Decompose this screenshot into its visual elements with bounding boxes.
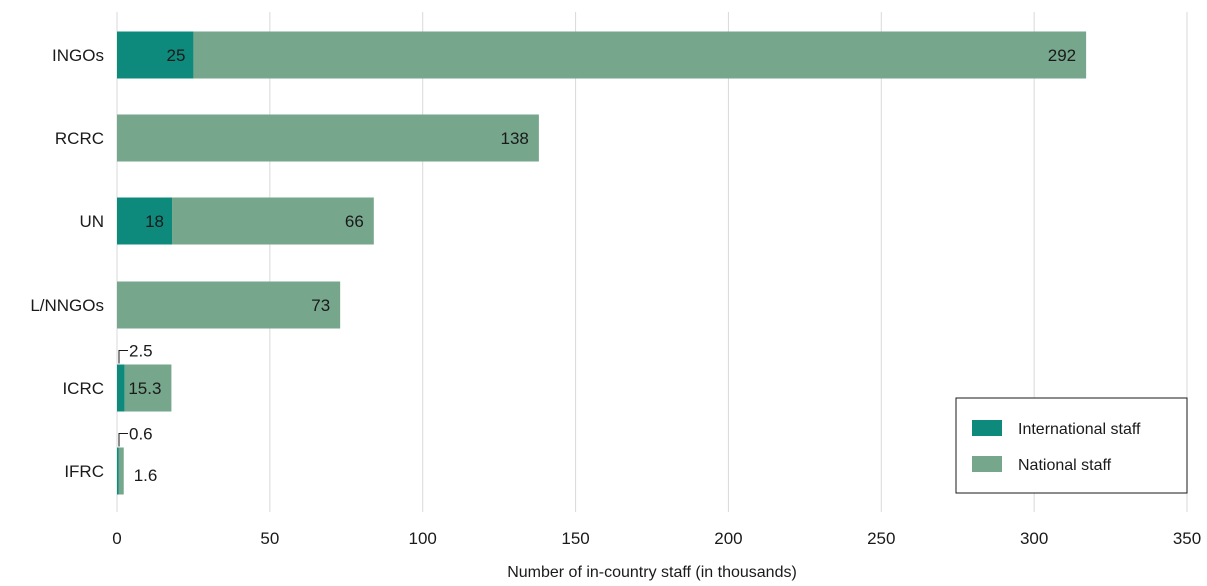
x-tick-label-300: 300 [1020,529,1048,548]
leader-international-ifrc [118,433,128,447]
x-tick-label-250: 250 [867,529,895,548]
data-label-international-un: 18 [145,212,164,231]
category-labels: INGOs RCRC UN L/NNGOs ICRC IFRC [30,46,104,481]
data-label-national-un: 66 [345,212,364,231]
gridlines [116,12,1188,512]
data-label-international-icrc: 2.5 [129,342,153,361]
legend-label-international-staff: International staff [1018,421,1141,438]
data-label-national-rcrc: 138 [501,129,529,148]
x-tick-label-200: 200 [714,529,742,548]
data-labels: 25 292 138 18 66 73 2.5 15.3 0.6 1.6 [118,46,1076,485]
category-label-l-nngos: L/NNGOs [30,296,104,315]
bar-international-icrc [117,364,125,412]
x-tick-label-0: 0 [112,529,121,548]
data-label-national-icrc: 15.3 [128,379,161,398]
legend-box [955,397,1188,494]
x-axis-ticks: 0 50 100 150 200 250 300 350 [112,529,1201,548]
bar-national-ingos [193,31,1087,79]
x-tick-label-350: 350 [1173,529,1201,548]
bar-national-rcrc [117,114,539,162]
category-label-rcrc: RCRC [55,129,104,148]
category-label-un: UN [79,212,104,231]
legend-swatch-national-staff [972,456,1002,472]
category-label-ingos: INGOs [52,46,104,65]
data-label-international-ifrc: 0.6 [129,425,153,444]
data-label-national-ingos: 292 [1048,46,1076,65]
legend: International staff National staff [955,397,1188,494]
bar-international-ingos [117,31,194,79]
data-label-international-ingos: 25 [167,46,186,65]
bar-international-un [117,197,173,245]
category-label-ifrc: IFRC [64,462,104,481]
x-tick-label-150: 150 [561,529,589,548]
category-label-icrc: ICRC [62,379,104,398]
data-label-national-ifrc: 1.6 [134,466,158,485]
leader-international-icrc [118,350,128,364]
bar-national-l-nngos [117,281,341,329]
x-tick-label-50: 50 [260,529,279,548]
x-axis-title: Number of in-country staff (in thousands… [507,564,797,581]
data-label-national-l-nngos: 73 [311,296,330,315]
x-tick-label-100: 100 [409,529,437,548]
bar-national-ifrc [118,447,124,495]
bars [117,31,1087,495]
bar-national-icrc [124,364,172,412]
bar-national-un [172,197,374,245]
legend-label-national-staff: National staff [1018,457,1112,474]
bar-international-ifrc [117,447,119,495]
legend-swatch-international-staff [972,420,1002,436]
